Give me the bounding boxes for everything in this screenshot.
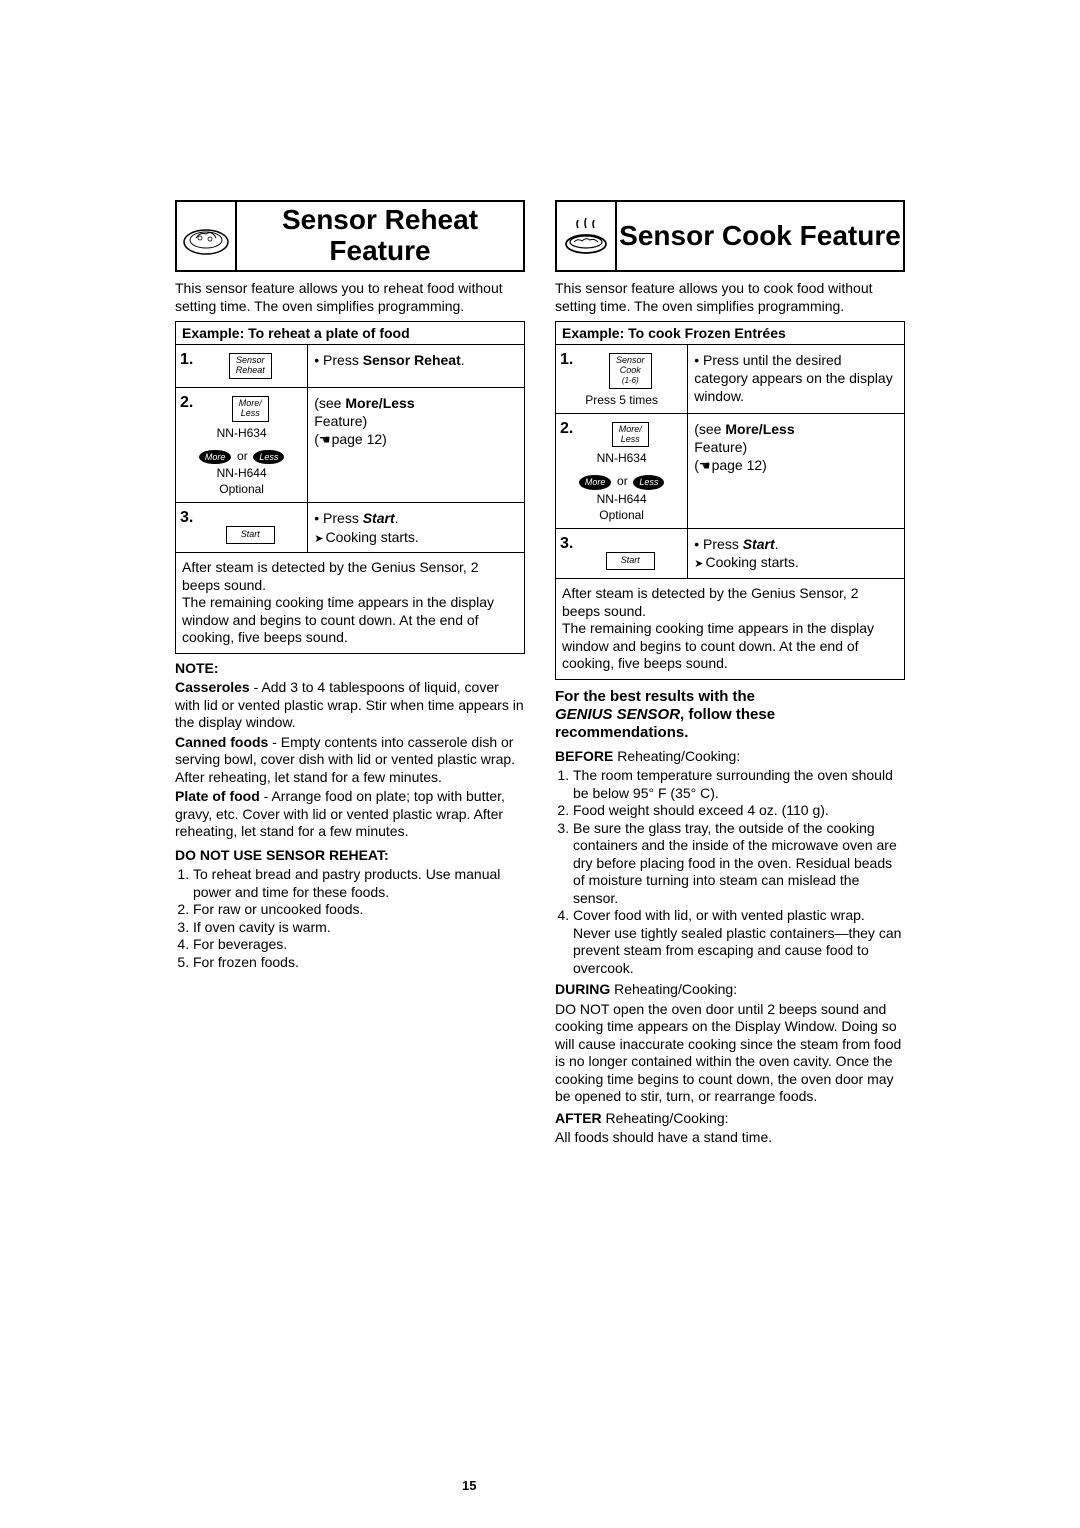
left-title: Sensor Reheat Feature — [237, 205, 523, 267]
right-step-2: 2. More/Less NN-H634 More or Less NN-H64… — [556, 414, 904, 530]
left-footer: After steam is detected by the Genius Se… — [175, 553, 525, 654]
left-example-header: Example: To reheat a plate of food — [175, 321, 525, 344]
before-item: Cover food with lid, or with vented plas… — [573, 907, 905, 977]
donot-item: For frozen foods. — [193, 954, 525, 972]
press-5-times: Press 5 times — [560, 393, 683, 407]
more-less-button-icon: More/Less — [612, 422, 649, 448]
more-button-icon: More — [579, 475, 612, 490]
before-item: Be sure the glass tray, the outside of t… — [573, 820, 905, 908]
right-step-1: 1. SensorCook(1-6) Press 5 times Press u… — [556, 345, 904, 414]
start-button-icon: Start — [606, 552, 655, 570]
left-column: Sensor Reheat Feature This sensor featur… — [175, 200, 525, 1149]
donot-item: For raw or uncooked foods. — [193, 901, 525, 919]
left-step-table: 1. SensorReheat Press Sensor Reheat. 2. … — [175, 344, 525, 553]
left-step-2: 2. More/Less NN-H634 More or Less NN-H64… — [176, 388, 524, 504]
model-label: NN-H634 — [560, 451, 683, 465]
left-notes: NOTE: Casseroles - Add 3 to 4 tablespoon… — [175, 660, 525, 972]
optional-label: Optional — [180, 482, 303, 496]
less-button-icon: Less — [633, 475, 664, 490]
start-button-icon: Start — [226, 526, 275, 544]
before-item: Food weight should exceed 4 oz. (110 g). — [573, 802, 905, 820]
donot-item: To reheat bread and pastry products. Use… — [193, 866, 525, 901]
page-number: 15 — [462, 1478, 476, 1493]
right-recommendations: BEFORE Reheating/Cooking: The room tempe… — [555, 748, 905, 1147]
right-step-table: 1. SensorCook(1-6) Press 5 times Press u… — [555, 344, 905, 579]
more-button-icon: More — [199, 450, 232, 465]
donot-item: For beverages. — [193, 936, 525, 954]
left-step-3: 3. Start Press Start. Cooking starts. — [176, 503, 524, 552]
plate-icon — [177, 202, 237, 270]
sensor-cook-button-icon: SensorCook(1-6) — [609, 353, 652, 389]
right-title-box: Sensor Cook Feature — [555, 200, 905, 272]
before-item: The room temperature surrounding the ove… — [573, 767, 905, 802]
sensor-reheat-button-icon: SensorReheat — [229, 353, 272, 379]
more-less-button-icon: More/Less — [232, 396, 269, 422]
right-step-3: 3. Start Press Start. Cooking starts. — [556, 529, 904, 578]
right-footer: After steam is detected by the Genius Se… — [555, 579, 905, 680]
model-label-2: NN-H644 — [560, 492, 683, 506]
right-title: Sensor Cook Feature — [617, 221, 903, 252]
right-example-header: Example: To cook Frozen Entrées — [555, 321, 905, 344]
less-button-icon: Less — [253, 450, 284, 465]
donot-list: To reheat bread and pastry products. Use… — [175, 866, 525, 971]
left-title-box: Sensor Reheat Feature — [175, 200, 525, 272]
model-label-2: NN-H644 — [180, 466, 303, 480]
right-intro: This sensor feature allows you to cook f… — [555, 280, 905, 315]
left-intro: This sensor feature allows you to reheat… — [175, 280, 525, 315]
recommendations-heading: For the best results with the GENIUS SEN… — [555, 688, 905, 742]
donot-item: If oven cavity is warm. — [193, 919, 525, 937]
steam-dish-icon — [557, 202, 617, 270]
model-label: NN-H634 — [180, 426, 303, 440]
right-column: Sensor Cook Feature This sensor feature … — [555, 200, 905, 1149]
left-step-1: 1. SensorReheat Press Sensor Reheat. — [176, 345, 524, 388]
optional-label: Optional — [560, 508, 683, 522]
before-list: The room temperature surrounding the ove… — [555, 767, 905, 977]
